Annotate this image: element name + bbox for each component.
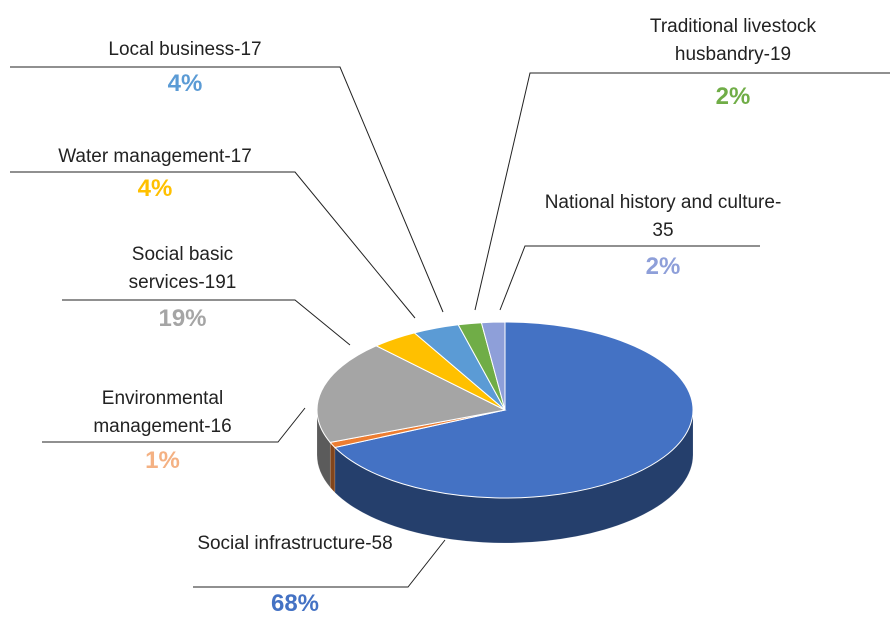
leader-line [10,66,444,313]
leader-line [42,407,306,443]
value-label: 4% [137,175,173,202]
slice-side [329,441,336,494]
leader-line [10,171,416,319]
slice-label: Local business-17 [108,39,262,60]
value-label: 19% [158,305,207,332]
slice [333,321,694,499]
value-label: 2% [715,83,751,110]
leader-line [62,299,351,346]
slice-label: Social infrastructure-58 [197,533,393,554]
slice-label: Social basic services-191 [128,244,237,293]
slice-label: Environmental management-16 [93,388,232,437]
leader-line [193,539,446,588]
slice-label: Traditional livestock husbandry-19 [649,16,817,65]
value-label: 1% [145,447,180,474]
slice-label: National history and culture-35 [544,192,782,241]
slice-label: Water management-17 [58,146,252,167]
leader-line [474,72,890,311]
slice [480,321,506,411]
slice [316,345,507,443]
value-label: 68% [270,590,320,617]
leader-line [499,245,760,311]
value-label: 4% [167,70,203,97]
value-label: 2% [645,253,681,280]
